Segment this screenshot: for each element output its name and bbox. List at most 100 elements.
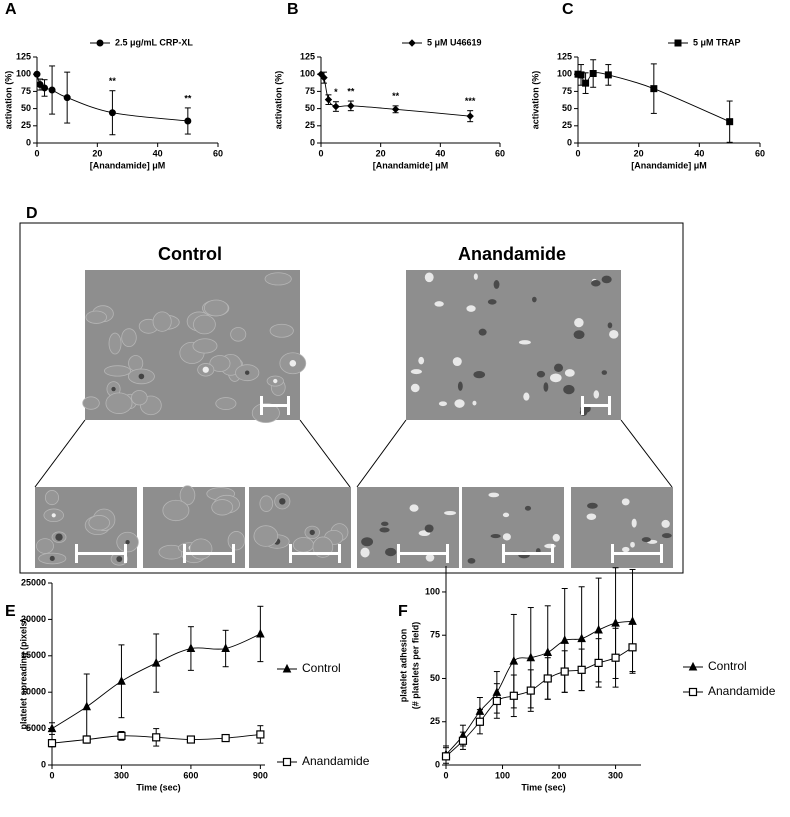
marker [509,656,519,665]
legend-label: Anandamide [708,684,776,698]
scale-bar-end [287,396,290,415]
x-tick-label: 0 [49,770,54,780]
marker [611,617,620,627]
marker [151,657,161,667]
cell [309,529,315,536]
cell [591,280,601,287]
fit-curve [445,646,633,757]
y-tick-label: 125 [16,51,31,61]
scale-bar-end [232,544,235,563]
zoom-line [299,419,351,488]
marker [560,635,570,644]
scale-bar-end [397,544,400,563]
cell [454,399,465,408]
cell [586,513,597,520]
cell [601,370,608,375]
cell [381,521,389,526]
y-axis-label: activation (%) [273,71,283,130]
cell [622,546,630,553]
significance: *** [465,96,476,106]
marker [492,696,501,706]
cell-outline [36,538,54,554]
cell [553,363,564,372]
marker [47,723,57,733]
x-tick-label: 300 [608,770,623,780]
marker [509,691,518,700]
cell [379,527,390,533]
scale-bar-end [124,544,127,563]
y-tick-label: 25 [430,716,440,726]
y-tick-label: 0 [26,137,31,147]
marker [47,739,57,748]
x-tick-label: 600 [183,770,198,780]
cell [424,272,434,283]
marker [256,730,265,739]
y-tick-label: 25 [21,120,31,130]
cell [49,555,55,561]
y-tick-label: 0 [41,759,46,769]
y-tick-label: 125 [300,51,315,61]
cell [490,534,501,539]
x-tick-label: 200 [552,770,567,780]
cell [502,512,510,518]
cell [601,275,612,284]
marker [186,643,196,653]
cell [524,505,532,511]
y-tick-label: 5000 [26,723,46,733]
scale-bar-end [183,544,186,563]
marker [604,71,612,79]
x-tick-label: 300 [114,770,129,780]
cell [116,556,123,562]
cell [488,492,500,498]
cell [502,533,511,541]
marker [117,731,126,740]
marker [466,112,474,120]
cell [630,541,635,548]
scale-bar [289,552,341,555]
cell [410,369,422,375]
cell [473,371,486,379]
panel-label: D [26,205,38,222]
marker [41,84,49,92]
x-tick-label: 40 [435,148,445,158]
marker [221,643,230,653]
cell [609,329,619,339]
cell [661,533,672,539]
scale-bar-end [608,396,611,415]
cell-outline [85,310,108,324]
scale-bar-end [75,544,78,563]
cell [661,519,670,528]
cell [425,553,435,562]
cell-outline [253,525,279,547]
x-tick-label: 60 [213,148,223,158]
micrograph [357,487,459,568]
y-tick-label: 25 [562,120,572,130]
x-tick-label: 0 [575,148,580,158]
x-tick-label: 0 [318,148,323,158]
x-tick-label: 100 [495,770,510,780]
marker [628,643,637,652]
marker [594,658,603,668]
y-tick-label: 50 [430,673,440,683]
cell-outline [230,327,247,342]
scale-bar [397,552,449,555]
panel-label: C [562,1,574,18]
marker [282,757,292,767]
x-axis-label: [Anandamide] μM [631,160,707,170]
cell [621,498,630,506]
cell-outline [88,515,110,531]
cell-outline [192,338,218,354]
cell [244,370,250,375]
cell [523,392,530,401]
cell [631,518,637,528]
marker [152,733,161,742]
y-tick-label: 15000 [21,650,46,660]
zoom-line [356,419,407,488]
cell [473,273,478,280]
cell-outline [152,311,172,332]
scale-bar-end [446,544,449,563]
marker [543,647,553,657]
x-axis-label: [Anandamide] μM [90,160,166,170]
cell-outline [82,396,100,410]
